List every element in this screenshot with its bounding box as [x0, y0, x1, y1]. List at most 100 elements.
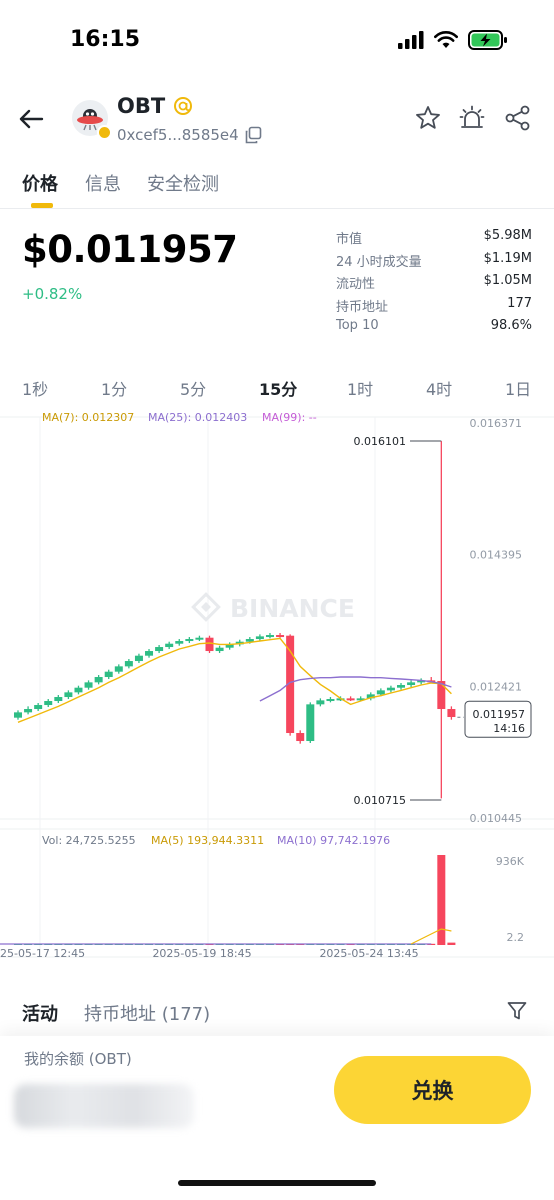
token-header: OBT 0xcef5...8585e4 — [0, 84, 554, 160]
filter-icon[interactable] — [506, 1000, 528, 1022]
candle-body — [54, 697, 63, 702]
stat-holders: 持币地址 177 — [336, 296, 532, 319]
interval-1s[interactable]: 1秒 — [22, 380, 49, 399]
candle-body — [225, 644, 234, 648]
ma99-legend: MA(99): -- — [262, 411, 317, 424]
last-price-box — [464, 700, 532, 738]
volume-ma10-legend: MA(10) 97,742.1976 — [277, 834, 390, 847]
ma25-legend: MA(25): 0.012403 — [148, 411, 247, 424]
token-stats: 市值 $5.98M 24 小时成交量 $1.19M 流动性 $1.05M 持币地… — [336, 228, 532, 341]
interval-selector: 1秒 1分 5分 15分 1时 4时 1日 — [0, 376, 554, 400]
candle-body — [286, 635, 295, 734]
alpha-badge-icon[interactable] — [173, 96, 193, 116]
time-axis-label: 2025-05-19 18:45 — [152, 947, 251, 960]
candle-body — [14, 712, 22, 718]
candle-body — [336, 698, 345, 701]
home-indicator — [178, 1180, 376, 1186]
time-axis-label: 25-05-17 12:45 — [0, 947, 85, 960]
swap-button[interactable]: 兑换 — [334, 1056, 531, 1124]
stat-top10: Top 10 98.6% — [336, 318, 532, 341]
candle-body — [437, 681, 446, 710]
candle-body — [34, 705, 43, 710]
candle-body — [366, 694, 375, 699]
candle-body — [205, 637, 214, 652]
ma7-legend: MA(7): 0.012307 — [42, 411, 134, 424]
volume-legend: Vol: 24,725.5255 — [42, 834, 136, 847]
candle-body — [316, 700, 325, 705]
interval-1d[interactable]: 1日 — [505, 380, 532, 399]
back-arrow-icon[interactable] — [16, 104, 46, 134]
candle-body — [386, 687, 395, 691]
detail-tabs: 价格 信息 安全检测 — [0, 164, 554, 209]
tab-activity[interactable]: 活动 — [22, 1004, 58, 1025]
time-axis-label: 2025-05-24 13:45 — [319, 947, 418, 960]
candle-body — [215, 647, 224, 652]
interval-4h[interactable]: 4时 — [426, 380, 453, 399]
candle-body — [276, 635, 285, 638]
candle-body — [155, 647, 164, 652]
candle-body — [114, 666, 123, 672]
interval-15m[interactable]: 15分 — [259, 380, 298, 399]
volume-bar — [437, 855, 446, 945]
candle-body — [94, 677, 103, 683]
wifi-icon — [434, 31, 458, 48]
token-logo — [72, 100, 112, 140]
candle-body — [124, 661, 133, 667]
tab-holders[interactable]: 持币地址 (177) — [84, 1004, 211, 1025]
candle-countdown-label: 14:16 — [493, 722, 525, 735]
stat-value: $5.98M — [483, 228, 532, 243]
candle-body — [306, 704, 315, 742]
status-icons — [398, 30, 508, 50]
candle-body — [255, 636, 264, 640]
price-change: +0.82% — [22, 285, 83, 303]
balance-label: 我的余额 (OBT) — [24, 1050, 132, 1068]
candle-body — [376, 690, 385, 695]
candle-body — [24, 709, 33, 713]
low-price-label: 0.010715 — [354, 794, 407, 807]
volume-ma5-line — [410, 928, 452, 945]
battery-charging-icon — [468, 30, 507, 50]
candle-body — [84, 682, 93, 688]
share-icon[interactable] — [504, 104, 532, 132]
candle-body — [326, 699, 335, 702]
stat-liquidity: 流动性 $1.05M — [336, 273, 532, 296]
volume-axis-label: 936K — [496, 855, 525, 868]
interval-1m[interactable]: 1分 — [101, 380, 128, 399]
stat-label: 持币地址 — [336, 299, 389, 315]
candle-body — [407, 682, 416, 686]
cellular-signal-icon — [398, 31, 424, 49]
candle-body — [397, 685, 406, 688]
tab-info[interactable]: 信息 — [85, 174, 121, 195]
candle-body — [74, 687, 83, 693]
volume-axis-label: 2.2 — [507, 931, 525, 944]
interval-1h[interactable]: 1时 — [347, 380, 374, 399]
candle-body — [265, 635, 274, 638]
tab-security-check[interactable]: 安全检测 — [147, 174, 219, 195]
status-time: 16:15 — [70, 27, 141, 52]
candle-body — [175, 641, 184, 644]
candle-body — [165, 643, 174, 648]
contract-address: 0xcef5...8585e4 — [117, 126, 239, 144]
interval-5m[interactable]: 5分 — [180, 380, 207, 399]
copy-icon[interactable] — [244, 126, 262, 144]
ma25-line — [259, 676, 452, 702]
stat-24h-volume: 24 小时成交量 $1.19M — [336, 251, 532, 274]
favorite-star-icon[interactable] — [414, 104, 442, 132]
candle-body — [145, 651, 154, 656]
candle-body — [64, 692, 73, 698]
price-alert-icon[interactable] — [458, 104, 486, 132]
watermark-text: BINANCE — [230, 594, 355, 623]
token-name: OBT — [117, 94, 166, 118]
tab-active-indicator — [31, 203, 53, 208]
price-axis-label: 0.016371 — [470, 417, 523, 430]
status-bar: 16:15 — [0, 0, 554, 84]
volume-ma5-legend: MA(5) 193,944.3311 — [151, 834, 264, 847]
high-price-label: 0.016101 — [354, 435, 407, 448]
stat-value: $1.05M — [483, 273, 532, 288]
last-price-label: 0.011957 — [473, 708, 526, 721]
stat-market-cap: 市值 $5.98M — [336, 228, 532, 251]
price-axis-label: 0.012421 — [470, 680, 523, 693]
tab-price[interactable]: 价格 — [22, 174, 58, 195]
ma7-line — [17, 637, 452, 723]
